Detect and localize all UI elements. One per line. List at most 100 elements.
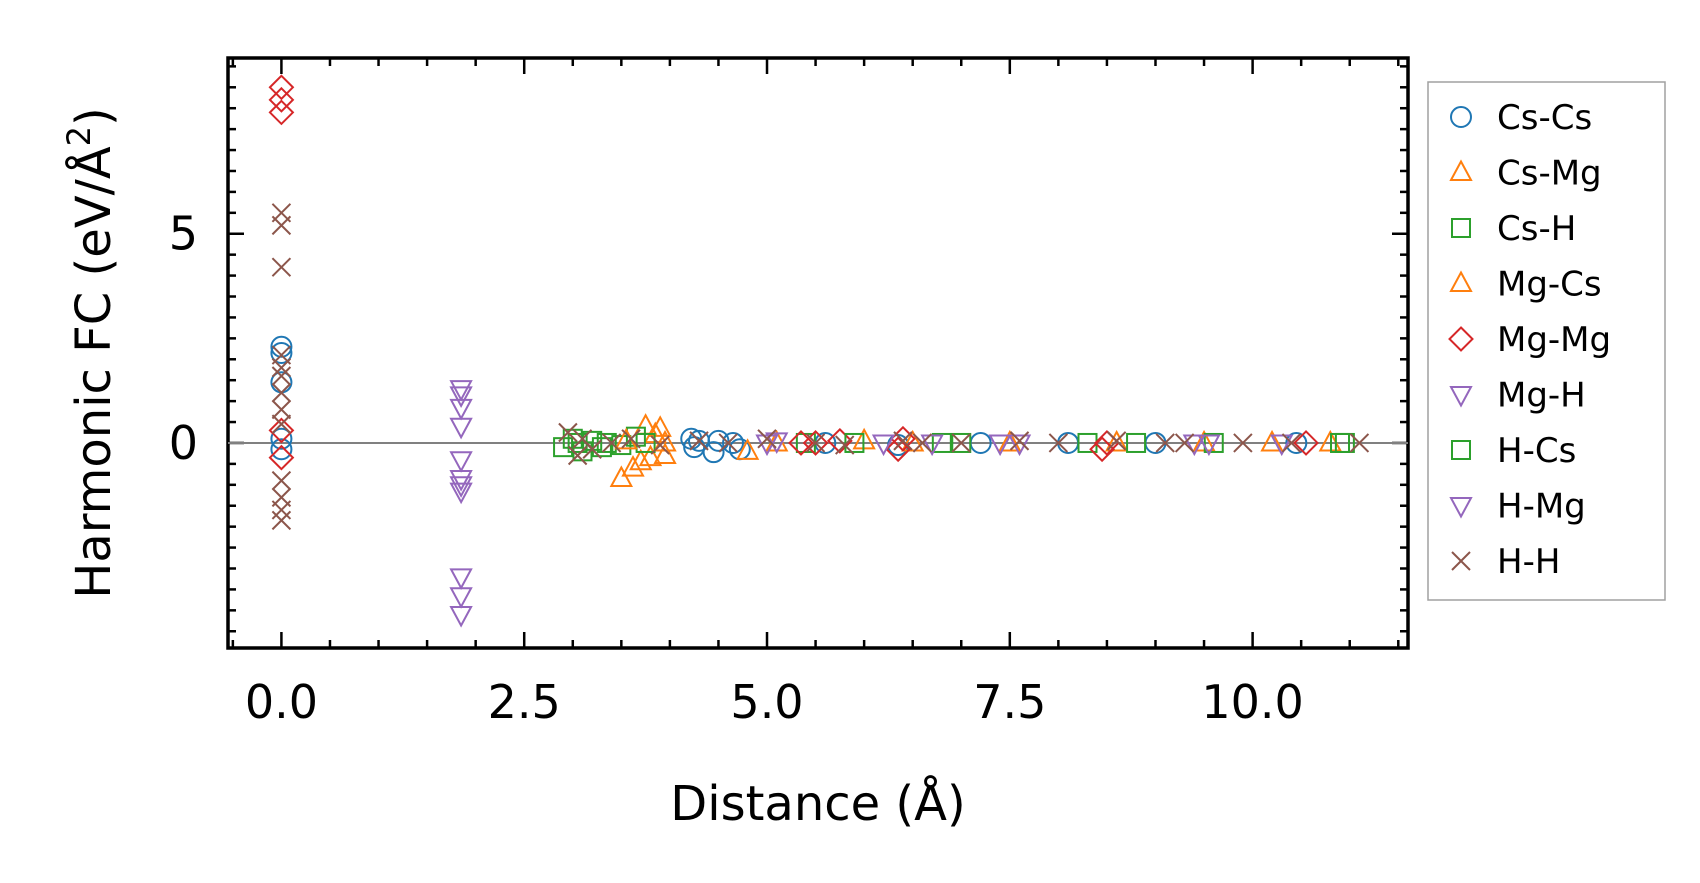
legend-marker bbox=[1451, 218, 1471, 238]
data-point bbox=[689, 431, 709, 451]
data-point bbox=[931, 432, 952, 453]
data-point bbox=[920, 434, 944, 457]
data-point bbox=[648, 415, 672, 437]
y-axis-title-close: ) bbox=[66, 107, 122, 126]
data-point bbox=[270, 427, 293, 450]
data-point bbox=[805, 433, 826, 453]
legend-entry-mg-h: Mg-H bbox=[1449, 376, 1586, 416]
x-tick-label: 10.0 bbox=[1201, 675, 1303, 729]
data-point bbox=[1349, 433, 1370, 453]
data-point bbox=[271, 383, 292, 403]
y-axis-title-main: Harmonic FC (eV/Å bbox=[65, 146, 122, 599]
data-point bbox=[707, 429, 730, 452]
data-point bbox=[271, 414, 292, 434]
legend-label: Mg-H bbox=[1497, 376, 1586, 416]
legend-marker bbox=[1449, 159, 1473, 181]
data-point bbox=[1270, 434, 1294, 457]
legend-marker bbox=[1451, 551, 1471, 571]
data-point bbox=[1089, 436, 1115, 463]
data-point bbox=[271, 357, 292, 378]
legend: Cs-Cs Cs-Mg Cs-H Mg-Cs Mg-Mg Mg-H H-Cs H-Mg H-H bbox=[1427, 81, 1666, 601]
series-mg-mg bbox=[268, 74, 1319, 471]
legend-label: Cs-Mg bbox=[1497, 154, 1602, 194]
data-point bbox=[1233, 433, 1253, 453]
legend-entry-cs-h: Cs-H bbox=[1451, 209, 1576, 249]
data-point bbox=[1155, 433, 1175, 453]
data-point bbox=[271, 366, 292, 386]
legend-marker bbox=[1449, 497, 1473, 519]
data-point bbox=[802, 430, 829, 456]
data-point bbox=[271, 510, 292, 531]
data-point bbox=[271, 215, 292, 236]
legend-marker bbox=[1449, 386, 1473, 408]
x-tick-label: 0.0 bbox=[245, 675, 318, 729]
legend-label: Mg-Mg bbox=[1497, 320, 1611, 360]
data-point bbox=[1260, 429, 1284, 452]
data-point bbox=[1106, 431, 1127, 451]
data-point bbox=[988, 434, 1012, 457]
data-point bbox=[449, 606, 473, 628]
x-axis-title: Distance (Å) bbox=[670, 775, 965, 832]
data-point bbox=[1048, 433, 1069, 453]
data-point bbox=[1197, 434, 1221, 457]
data-point bbox=[268, 99, 295, 126]
x-tick-label: 2.5 bbox=[488, 675, 561, 729]
plot-frame bbox=[226, 56, 1410, 650]
legend-marker bbox=[1448, 326, 1474, 352]
legend-marker bbox=[1449, 270, 1473, 292]
data-point bbox=[1009, 431, 1030, 451]
data-point bbox=[835, 435, 855, 455]
data-point bbox=[270, 342, 293, 364]
data-point bbox=[621, 454, 645, 477]
data-point bbox=[885, 436, 912, 463]
data-point bbox=[449, 482, 473, 505]
legend-marker bbox=[1451, 440, 1471, 460]
data-point bbox=[270, 335, 293, 358]
data-point bbox=[609, 465, 634, 488]
data-point bbox=[951, 433, 971, 453]
legend-label: Cs-H bbox=[1497, 209, 1576, 249]
data-point bbox=[1293, 430, 1319, 456]
data-point bbox=[582, 439, 602, 459]
data-point bbox=[653, 442, 677, 465]
data-point bbox=[449, 417, 473, 440]
legend-label: H-Mg bbox=[1497, 487, 1586, 527]
data-point bbox=[268, 417, 295, 444]
legend-box bbox=[1427, 81, 1666, 601]
data-point bbox=[1126, 432, 1147, 453]
legend-entry-h-mg: H-Mg bbox=[1449, 487, 1586, 527]
series-h-h bbox=[271, 203, 1370, 531]
data-point bbox=[271, 399, 292, 420]
legend-marker bbox=[1450, 106, 1472, 128]
data-point bbox=[826, 427, 853, 454]
data-point bbox=[1104, 429, 1129, 452]
data-point bbox=[735, 438, 760, 460]
data-point bbox=[621, 429, 641, 449]
data-point bbox=[629, 448, 653, 471]
data-point bbox=[718, 433, 738, 453]
data-point bbox=[268, 74, 295, 101]
data-point bbox=[271, 500, 292, 520]
axis-ticks bbox=[228, 58, 1408, 648]
data-point bbox=[951, 432, 972, 453]
legend-label: Cs-Cs bbox=[1497, 98, 1592, 138]
data-point bbox=[757, 429, 777, 449]
data-point bbox=[893, 431, 913, 451]
legend-entry-cs-cs: Cs-Cs bbox=[1450, 98, 1592, 138]
legend-label: H-H bbox=[1497, 542, 1560, 582]
data-point bbox=[650, 435, 670, 455]
x-tick-label: 5.0 bbox=[730, 675, 803, 729]
data-point bbox=[271, 257, 292, 277]
data-point bbox=[449, 476, 473, 498]
data-point bbox=[449, 386, 473, 408]
data-point bbox=[268, 444, 295, 471]
data-point bbox=[1281, 433, 1302, 453]
data-point bbox=[1203, 432, 1224, 453]
data-point bbox=[638, 444, 663, 467]
data-point bbox=[271, 470, 292, 491]
y-axis-title-sup: 2 bbox=[60, 126, 98, 146]
data-point bbox=[558, 422, 578, 443]
data-point bbox=[449, 470, 473, 492]
data-point bbox=[449, 451, 473, 473]
